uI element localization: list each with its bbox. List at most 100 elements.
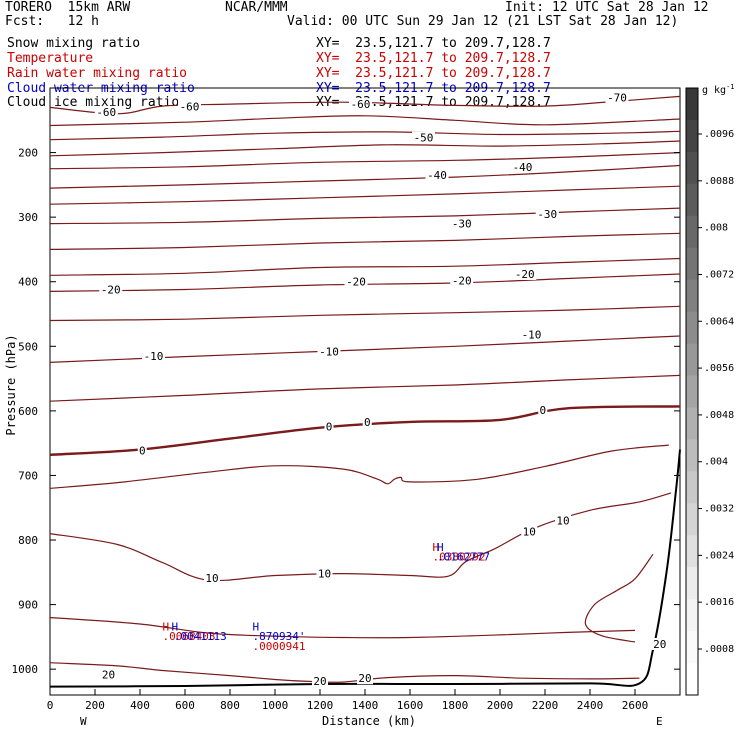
- colorbar-segment-18: [686, 663, 698, 696]
- contour-label-bg-18: [362, 415, 372, 428]
- contour-line-18: [49, 662, 640, 683]
- contour-label-18: 0: [364, 416, 371, 429]
- contour-line-8: [49, 232, 681, 250]
- x-tick-label-12: 2400: [577, 699, 604, 712]
- colorbar-label-7: .004: [704, 457, 728, 468]
- contour-label-bg-7: [450, 217, 474, 230]
- terrain-line: [49, 449, 681, 688]
- contour-label-bg-10: [344, 275, 368, 288]
- extrema-markers: H H.0068403.0041113H.870934'.0000941HH.03…: [163, 541, 490, 653]
- extrema-marker-8: H: [437, 541, 444, 554]
- contour-label-bg-19: [538, 404, 548, 417]
- x-tick-label-0: 0: [47, 699, 54, 712]
- contour-label-bg-25: [312, 674, 328, 687]
- contour-label-24: 20: [102, 668, 115, 681]
- contour-line-12: [49, 335, 681, 363]
- colorbar-segment-15: [686, 567, 698, 600]
- colorbar-segment-8: [686, 343, 698, 377]
- contour-label-bg-4: [412, 131, 435, 144]
- contour-line-9: [49, 257, 681, 276]
- colorbar-segment-11: [686, 439, 698, 472]
- colorbar-label-8: .0032: [704, 504, 734, 515]
- contour-label-bg-23: [555, 514, 571, 527]
- contour-label-25: 20: [313, 675, 326, 688]
- valid-time: Valid: 00 UTC Sun 29 Jan 12 (21 LST Sat …: [287, 14, 679, 29]
- y-tick-label-8: 1000: [12, 663, 39, 676]
- colorbar-label-6: .0048: [704, 410, 734, 421]
- contour-label-bg-11: [450, 274, 474, 287]
- colorbar-segment-1: [686, 119, 698, 153]
- contour-label-14: -10: [319, 345, 339, 358]
- contour-label-bg-17: [324, 420, 334, 433]
- contour-label-0: -60: [96, 106, 116, 119]
- contour-label-bg-12: [513, 267, 537, 280]
- contour-label-bg-27: [651, 637, 668, 650]
- x-tick-label-3: 600: [175, 699, 195, 712]
- contour-label-bg-9: [99, 283, 123, 296]
- field-name-cloud-water: Cloud water mixing ratio: [7, 81, 195, 96]
- contour-label-19: 0: [539, 404, 546, 417]
- y-tick-label-2: 400: [18, 276, 38, 289]
- y-tick-label-6: 800: [18, 534, 38, 547]
- colorbar-segment-4: [686, 215, 698, 249]
- org-label: NCAR/MMM: [225, 0, 288, 15]
- contour-label-bg-0: [94, 105, 118, 118]
- contour-line-7: [49, 207, 681, 225]
- contour-label-9: -20: [101, 283, 121, 296]
- contour-label-2: -60: [351, 98, 371, 111]
- colorbar-segment-16: [686, 599, 698, 632]
- contour-label-bg-8: [535, 207, 559, 220]
- field-xy-rain: XY= 23.5,121.7 to 209.7,128.7: [316, 66, 551, 81]
- contour-label-7: -30: [452, 218, 472, 231]
- extrema-marker-0: H: [163, 620, 170, 633]
- colorbar-label-10: .0016: [704, 597, 734, 608]
- contour-label-bg-6: [511, 160, 534, 173]
- colorbar-segment-0: [686, 88, 698, 121]
- contour-line-2: [49, 130, 681, 141]
- x-tick-label-6: 1200: [307, 699, 334, 712]
- plot-frame: [49, 87, 681, 696]
- contour-line-11: [49, 305, 681, 322]
- extrema-marker-7: H: [433, 541, 440, 554]
- contour-label-bg-3: [605, 91, 629, 104]
- colorbar-segment-13: [686, 503, 698, 536]
- contour-label-11: -20: [452, 274, 472, 287]
- y-tick-label-0: 200: [18, 147, 38, 160]
- colorbar-label-3: .0072: [704, 269, 734, 280]
- contour-line-0: [49, 95, 681, 115]
- colorbar-label-11: .0008: [704, 644, 734, 655]
- contour-label-bg-2: [349, 98, 372, 111]
- x-tick-label-9: 1800: [442, 699, 469, 712]
- contour-label-21: 10: [318, 568, 331, 581]
- contour-label-23: 10: [556, 515, 569, 528]
- contour-line-3: [49, 140, 681, 157]
- contour-label-12: -20: [515, 268, 535, 281]
- colorbar-segment-6: [686, 279, 698, 313]
- colorbar-label-2: .008: [704, 223, 728, 234]
- extrema-marker-2: .0068403: [163, 630, 216, 643]
- y-axis-title: Pressure (hPa): [4, 334, 18, 435]
- colorbar-segment-17: [686, 631, 698, 664]
- contour-label-bg-16: [137, 444, 147, 457]
- contour-lines: [49, 95, 681, 683]
- contour-label-bg-22: [521, 525, 538, 538]
- terrain-surface: [49, 449, 681, 688]
- forecast-hour: Fcst: 12 h: [5, 14, 99, 29]
- x-tick-label-7: 1400: [352, 699, 379, 712]
- extrema-marker-1: H: [172, 620, 179, 633]
- contour-label-bg-20: [204, 572, 220, 585]
- contour-label-26: 20: [358, 672, 371, 685]
- y-tick-label-1: 300: [18, 211, 38, 224]
- contour-label-16: 0: [139, 444, 146, 457]
- contour-label-bg-13: [142, 349, 165, 362]
- colorbar-label-4: .0064: [704, 316, 734, 327]
- contour-label-bg-15: [520, 328, 543, 341]
- contour-label-bg-21: [316, 567, 333, 580]
- x-axis-title: Distance (km): [322, 714, 416, 728]
- colorbar-frame: [685, 87, 699, 696]
- contour-label-3: -70: [607, 92, 627, 105]
- extrema-marker-3: .0041113: [174, 630, 227, 643]
- colorbar-segment-12: [686, 471, 698, 504]
- colorbar-segment-3: [686, 183, 698, 217]
